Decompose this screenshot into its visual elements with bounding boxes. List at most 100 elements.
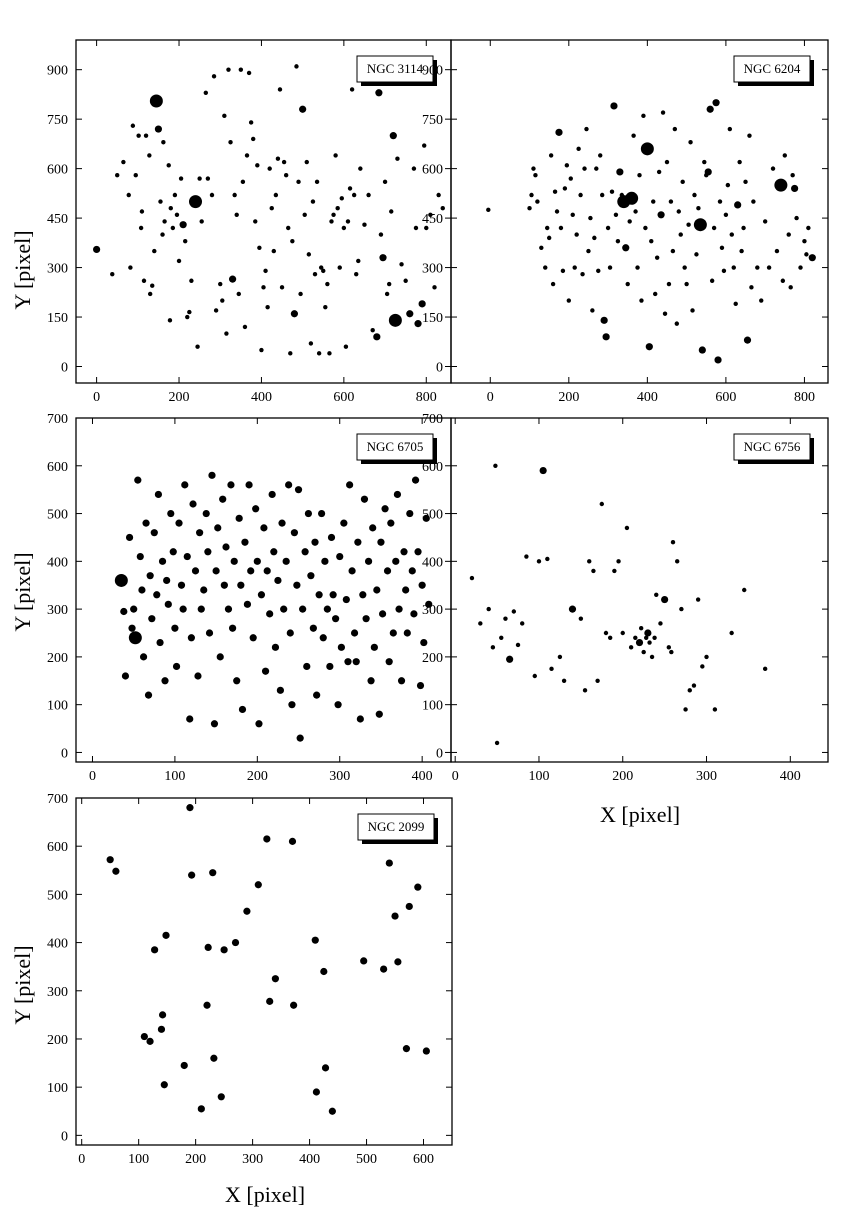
star-point bbox=[227, 481, 235, 489]
star-point bbox=[615, 238, 621, 244]
star-point bbox=[410, 610, 418, 618]
star-point bbox=[545, 556, 550, 562]
star-point bbox=[721, 268, 727, 274]
star-point bbox=[393, 490, 402, 499]
star-point bbox=[228, 624, 237, 632]
y-tick-label: 750 bbox=[47, 113, 68, 128]
star-point bbox=[389, 209, 394, 214]
star-point bbox=[798, 265, 803, 270]
star-point bbox=[106, 856, 114, 864]
y-tick-label: 150 bbox=[47, 311, 68, 326]
star-point bbox=[146, 1037, 154, 1045]
star-point bbox=[692, 192, 697, 198]
star-point bbox=[568, 605, 577, 613]
star-point bbox=[208, 471, 216, 479]
star-point bbox=[199, 219, 204, 224]
star-point bbox=[222, 543, 230, 551]
star-point bbox=[189, 195, 203, 209]
star-point bbox=[144, 691, 153, 699]
star-point bbox=[166, 163, 171, 168]
y-tick-label: 600 bbox=[422, 163, 443, 178]
y-tick-label: 450 bbox=[47, 212, 68, 227]
star-point bbox=[660, 110, 666, 115]
star-point bbox=[395, 156, 400, 161]
star-point bbox=[288, 351, 293, 356]
star-point bbox=[290, 310, 299, 318]
star-point bbox=[285, 481, 293, 489]
star-point bbox=[364, 557, 373, 565]
x-tick-label: 500 bbox=[356, 1152, 377, 1167]
star-point bbox=[633, 635, 638, 640]
star-point bbox=[637, 173, 642, 178]
y-tick-label: 600 bbox=[47, 840, 68, 855]
legend-box bbox=[357, 813, 435, 841]
legend-box bbox=[733, 55, 811, 83]
star-point bbox=[612, 568, 617, 574]
star-point bbox=[204, 548, 212, 556]
star-point bbox=[314, 179, 320, 185]
star-point bbox=[373, 586, 381, 594]
star-point bbox=[704, 654, 709, 660]
star-point bbox=[299, 605, 307, 613]
star-point bbox=[408, 567, 416, 575]
star-point bbox=[126, 192, 131, 198]
star-point bbox=[350, 629, 359, 637]
star-point bbox=[154, 490, 163, 499]
star-point bbox=[712, 99, 720, 107]
star-point bbox=[582, 166, 587, 171]
star-point bbox=[570, 212, 575, 217]
star-point bbox=[367, 677, 375, 685]
star-point bbox=[607, 635, 613, 640]
star-point bbox=[156, 638, 164, 647]
star-point bbox=[290, 1001, 298, 1009]
star-point bbox=[209, 192, 215, 198]
star-point bbox=[187, 634, 195, 642]
star-point bbox=[576, 146, 581, 152]
star-point bbox=[161, 677, 169, 685]
star-point bbox=[682, 265, 687, 270]
x-tick-label: 200 bbox=[185, 1152, 206, 1167]
star-point bbox=[391, 912, 399, 920]
star-point bbox=[422, 1047, 430, 1055]
star-point bbox=[561, 678, 567, 683]
star-point bbox=[698, 346, 706, 354]
star-point bbox=[151, 946, 159, 954]
star-point bbox=[712, 707, 718, 712]
star-point bbox=[310, 199, 316, 204]
star-point bbox=[354, 271, 359, 277]
star-point bbox=[687, 688, 692, 693]
star-point bbox=[168, 206, 173, 211]
star-point bbox=[205, 629, 214, 637]
star-point bbox=[385, 859, 393, 867]
star-point bbox=[531, 166, 536, 171]
star-point bbox=[602, 333, 610, 341]
x-tick-label: 0 bbox=[78, 1152, 85, 1167]
star-point bbox=[273, 192, 279, 198]
star-point bbox=[188, 871, 196, 879]
star-point bbox=[411, 166, 417, 171]
star-point bbox=[226, 67, 231, 72]
star-point bbox=[395, 605, 403, 613]
star-point bbox=[204, 943, 212, 952]
star-point bbox=[414, 883, 422, 891]
star-point bbox=[146, 572, 154, 580]
star-point bbox=[654, 592, 659, 597]
star-point bbox=[342, 595, 350, 604]
star-point bbox=[307, 572, 315, 580]
star-point bbox=[158, 199, 163, 204]
star-point bbox=[749, 285, 754, 290]
x-tick-label: 400 bbox=[251, 390, 272, 405]
star-point bbox=[657, 211, 665, 219]
star-point bbox=[185, 314, 190, 320]
star-point bbox=[493, 463, 498, 468]
star-point bbox=[609, 189, 615, 194]
star-point bbox=[584, 126, 589, 132]
star-point bbox=[271, 975, 279, 983]
star-point bbox=[209, 869, 217, 877]
star-point bbox=[377, 538, 385, 546]
star-point bbox=[378, 232, 384, 237]
star-point bbox=[536, 559, 542, 564]
star-point bbox=[515, 642, 521, 648]
star-point bbox=[674, 321, 680, 326]
y-tick-label: 300 bbox=[422, 262, 443, 277]
